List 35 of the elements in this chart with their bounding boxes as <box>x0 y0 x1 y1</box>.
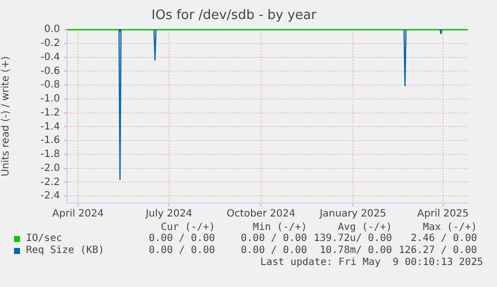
legend-label: Req Size (KB) <box>26 245 104 256</box>
x-tick-label: April 2024 <box>52 208 104 220</box>
y-axis-title: Units read (-) / write (+) <box>0 56 12 176</box>
y-tick-label: -1.2 <box>40 107 60 118</box>
y-tick-label: 0.0 <box>44 24 60 36</box>
x-tick-label: April 2025 <box>417 208 469 220</box>
y-tick-label: -0.2 <box>40 38 60 50</box>
y-tick-label: -1.4 <box>40 121 60 132</box>
text: 0.00 / 0.00 <box>240 245 307 256</box>
text: Min (-/+) <box>252 222 307 233</box>
text: Max (-/+) <box>422 222 477 233</box>
text: 126.27 / 0.00 <box>398 245 477 256</box>
legend-label: IO/sec <box>26 233 62 244</box>
y-tick-label: -0.8 <box>40 80 60 91</box>
y-tick-label: -1.6 <box>40 135 60 146</box>
x-tick-label: January 2025 <box>318 208 386 220</box>
y-tick-label: -2.2 <box>40 176 60 188</box>
text: Cur (-/+) <box>160 222 215 233</box>
text: 0.00 / 0.00 <box>148 245 215 256</box>
text: 0.00 / 0.00 <box>148 233 215 244</box>
text: Last update: Fri May 9 00:10:13 2025 <box>260 257 483 268</box>
y-tick-label: -0.4 <box>40 52 60 63</box>
chart-title: IOs for /dev/sdb - by year <box>152 8 318 24</box>
text: Avg (-/+) <box>336 222 392 233</box>
y-tick-label: -2.4 <box>40 190 60 202</box>
text: 2.46 / 0.00 <box>410 233 477 244</box>
text: 139.72u/ 0.00 <box>312 233 392 244</box>
x-tick-label: October 2024 <box>226 208 296 220</box>
text: 0.00 / 0.00 <box>240 233 307 244</box>
y-tick-label: -2.0 <box>40 162 60 174</box>
text: 10.78m/ 0.00 <box>318 245 392 256</box>
x-tick-label: July 2024 <box>144 208 192 220</box>
y-tick-label: -1.8 <box>40 149 60 160</box>
y-tick-label: -1.0 <box>40 94 60 105</box>
y-tick-label: -0.6 <box>40 66 60 77</box>
